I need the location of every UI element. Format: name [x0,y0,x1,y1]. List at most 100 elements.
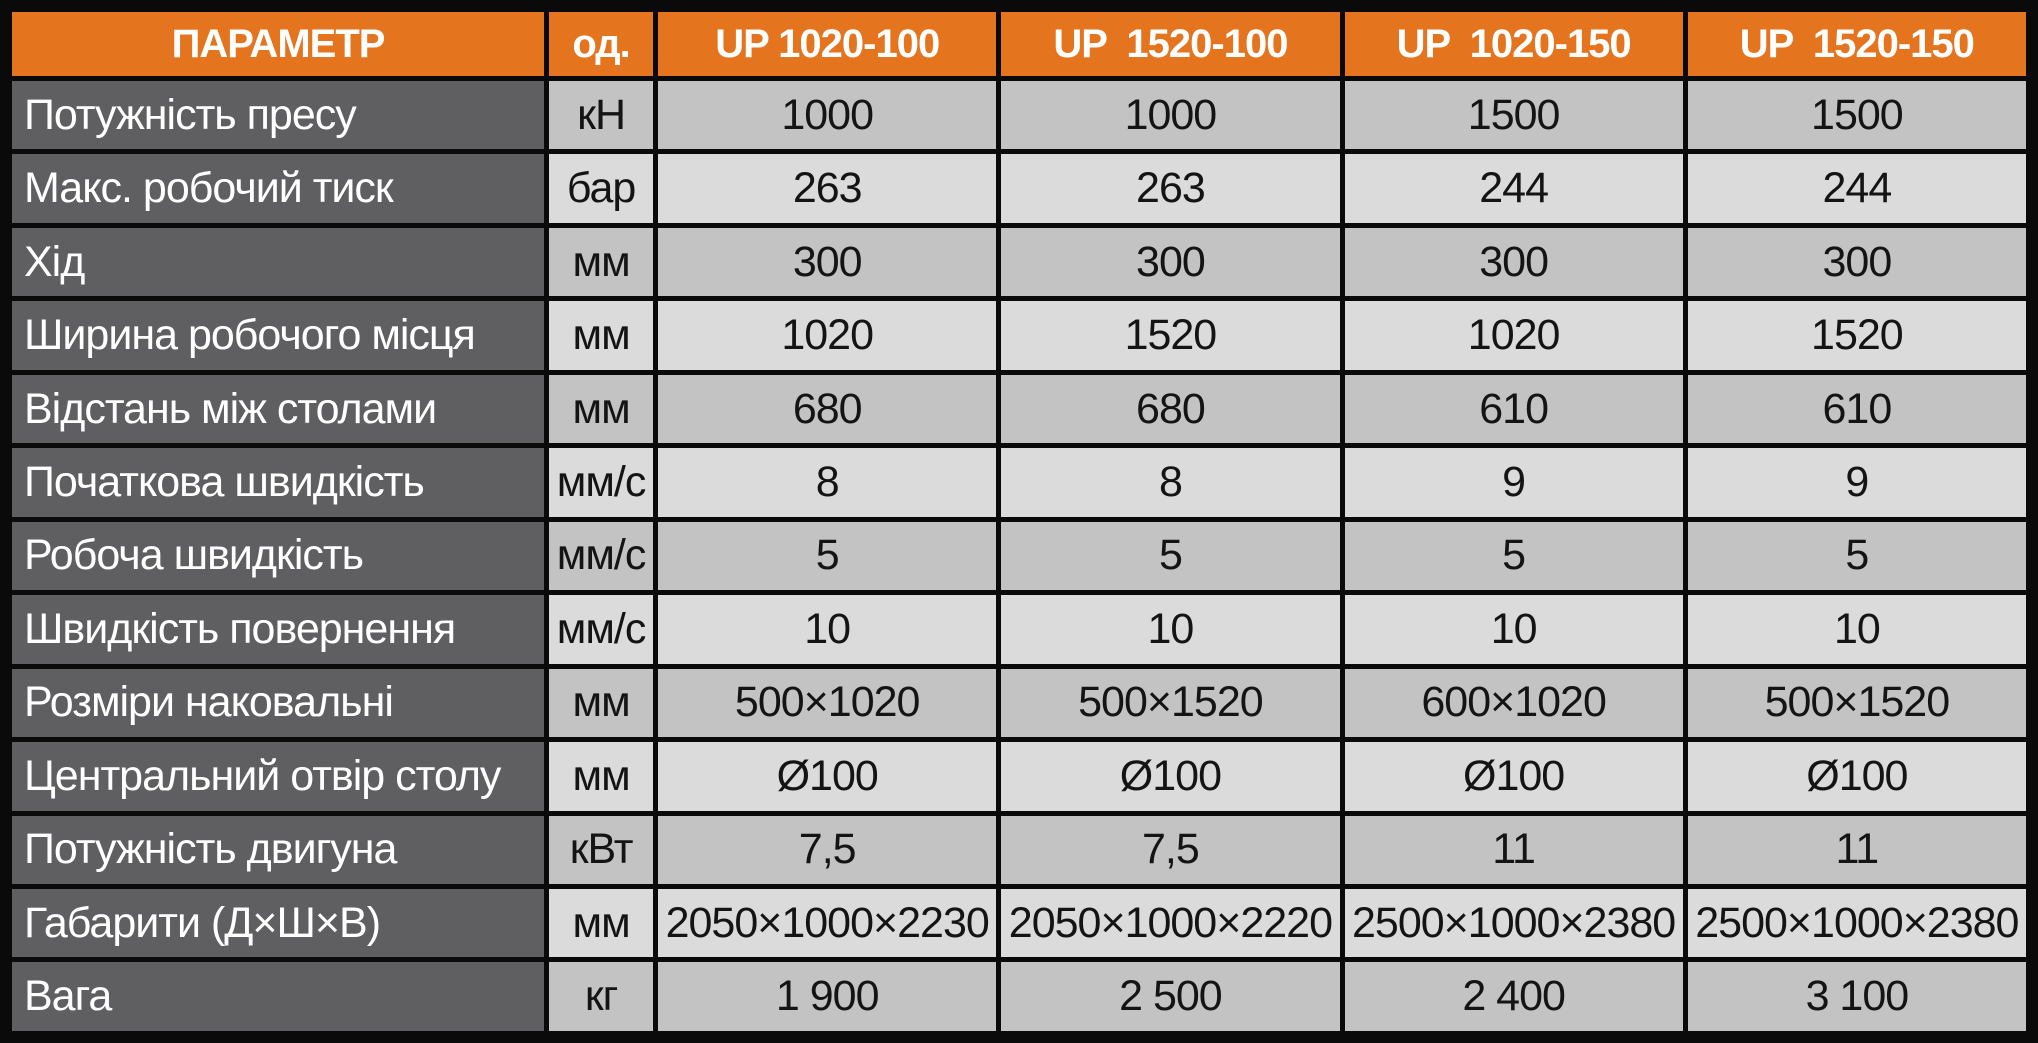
header-model-up-1020-100: UP 1020-100 [653,7,1002,81]
unit-label: мм/с [544,443,659,522]
value-cell: 10 [1682,590,2032,669]
value-cell: 5 [653,516,1002,596]
value-cell: 2500×1000×2380 [1339,883,1688,963]
header-row: ПАРАМЕТР од. UP 1020-100 UP 1520-100 UP … [6,7,2032,81]
parameter-label: Відстань між столами [6,369,550,449]
value-cell: Ø100 [996,737,1345,816]
value-cell: 1520 [1682,296,2032,375]
table-row: Центральний отвір столу мм Ø100 Ø100 Ø100 Ø10… [6,737,2032,816]
value-cell: Ø100 [1682,737,2032,816]
value-cell: 10 [996,590,1345,669]
table-row: Вага кг 1 900 2 500 2 400 3 100 [6,957,2032,1036]
parameter-label: Макс. робочий тиск [6,149,550,228]
table-row: Відстань між столами мм 680 680 610 610 [6,369,2032,449]
value-cell: 600×1020 [1339,663,1688,743]
value-cell: 3 100 [1682,957,2032,1036]
value-cell: 8 [996,443,1345,522]
unit-label: кВт [544,810,659,889]
value-cell: 11 [1339,810,1688,889]
value-cell: 1000 [653,75,1002,155]
unit-label: мм/с [544,590,659,669]
value-cell: 1 900 [653,957,1002,1036]
parameter-label: Потужність пресу [6,75,550,155]
unit-label: мм [544,737,659,816]
value-cell: 8 [653,443,1002,522]
table-row: Початкова швидкість мм/с 8 8 9 9 [6,443,2032,522]
value-cell: 680 [653,369,1002,449]
unit-label: мм [544,883,659,963]
table-row: Потужність пресу кН 1000 1000 1500 1500 [6,75,2032,155]
value-cell: 10 [653,590,1002,669]
value-cell: 300 [996,222,1345,302]
value-cell: 263 [996,149,1345,228]
parameter-label: Потужність двигуна [6,810,550,889]
value-cell: 500×1520 [1682,663,2032,743]
header-parameter: ПАРАМЕТР [6,7,550,81]
value-cell: 7,5 [653,810,1002,889]
value-cell: 5 [1339,516,1688,596]
table-row: Хід мм 300 300 300 300 [6,222,2032,302]
parameter-label: Габарити (Д×Ш×В) [6,883,550,963]
parameter-label: Хід [6,222,550,302]
value-cell: 2500×1000×2380 [1682,883,2032,963]
header-unit: од. [544,7,659,81]
value-cell: 263 [653,149,1002,228]
value-cell: 1020 [653,296,1002,375]
press-spec-table: ПАРАМЕТР од. UP 1020-100 UP 1520-100 UP … [6,7,2032,1036]
value-cell: Ø100 [653,737,1002,816]
value-cell: 1500 [1682,75,2032,155]
unit-label: кН [544,75,659,155]
value-cell: 9 [1682,443,2032,522]
value-cell: 1020 [1339,296,1688,375]
header-model-up-1520-150: UP 1520-150 [1682,7,2032,81]
table-row: Швидкість повернення мм/с 10 10 10 10 [6,590,2032,669]
value-cell: 2 500 [996,957,1345,1036]
table-row: Робоча швидкість мм/с 5 5 5 5 [6,516,2032,596]
value-cell: 5 [1682,516,2032,596]
value-cell: 1000 [996,75,1345,155]
table-row: Розміри наковальні мм 500×1020 500×1520 600×… [6,663,2032,743]
value-cell: 5 [996,516,1345,596]
value-cell: 610 [1339,369,1688,449]
value-cell: 1520 [996,296,1345,375]
unit-label: мм [544,222,659,302]
parameter-label: Вага [6,957,550,1036]
unit-label: мм/с [544,516,659,596]
value-cell: 2050×1000×2220 [996,883,1345,963]
table-row: Макс. робочий тиск бар 263 263 244 244 [6,149,2032,228]
value-cell: 300 [653,222,1002,302]
value-cell: 244 [1682,149,2032,228]
unit-label: мм [544,663,659,743]
header-model-up-1020-150: UP 1020-150 [1339,7,1688,81]
value-cell: 500×1520 [996,663,1345,743]
parameter-label: Початкова швидкість [6,443,550,522]
table-row: Габарити (Д×Ш×В) мм 2050×1000×2230 2050×100… [6,883,2032,963]
value-cell: 11 [1682,810,2032,889]
value-cell: 300 [1339,222,1688,302]
parameter-label: Центральний отвір столу [6,737,550,816]
parameter-label: Швидкість повернення [6,590,550,669]
value-cell: 9 [1339,443,1688,522]
value-cell: 680 [996,369,1345,449]
value-cell: 610 [1682,369,2032,449]
value-cell: 1500 [1339,75,1688,155]
unit-label: мм [544,296,659,375]
unit-label: кг [544,957,659,1036]
value-cell: 500×1020 [653,663,1002,743]
parameter-label: Розміри наковальні [6,663,550,743]
value-cell: 7,5 [996,810,1345,889]
value-cell: 2 400 [1339,957,1688,1036]
value-cell: Ø100 [1339,737,1688,816]
unit-label: бар [544,149,659,228]
header-model-up-1520-100: UP 1520-100 [996,7,1345,81]
table-row: Ширина робочого місця мм 1020 1520 1020 1520 [6,296,2032,375]
parameter-label: Ширина робочого місця [6,296,550,375]
value-cell: 300 [1682,222,2032,302]
value-cell: 10 [1339,590,1688,669]
table-header: ПАРАМЕТР од. UP 1020-100 UP 1520-100 UP … [6,7,2032,81]
parameter-label: Робоча швидкість [6,516,550,596]
value-cell: 2050×1000×2230 [653,883,1002,963]
value-cell: 244 [1339,149,1688,228]
table-body: Потужність пресу кН 1000 1000 1500 1500 Макс. … [6,75,2032,1036]
